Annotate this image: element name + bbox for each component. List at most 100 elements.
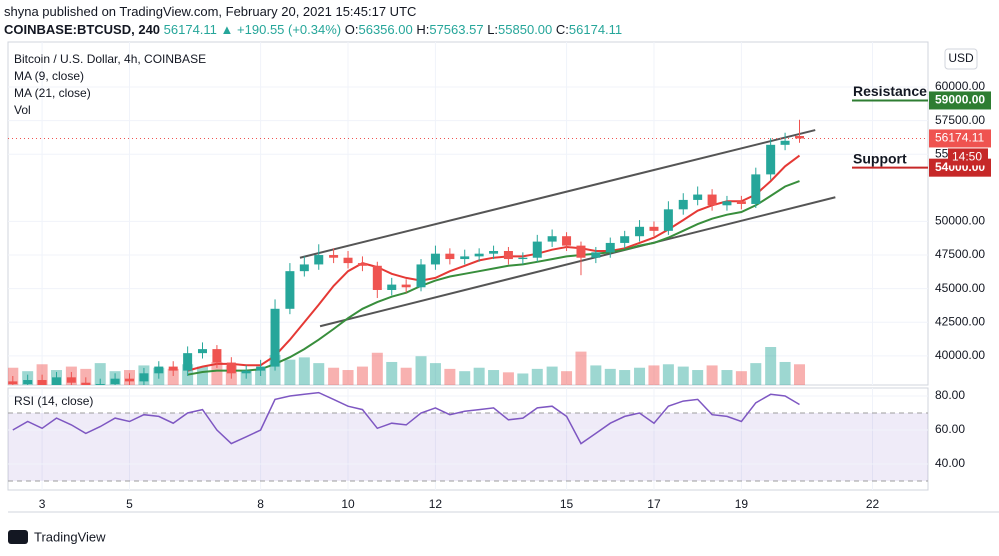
x-tick-label: 17 bbox=[647, 497, 661, 511]
brand: TradingView bbox=[34, 529, 106, 544]
x-tick-label: 3 bbox=[39, 497, 46, 511]
symbol-line: COINBASE:BTCUSD, 240 56174.11 ▲ +190.55 … bbox=[4, 22, 622, 37]
candle-body bbox=[66, 377, 76, 383]
x-tick-label: 12 bbox=[429, 497, 443, 511]
volume-bar bbox=[517, 373, 529, 385]
volume-bar bbox=[590, 365, 602, 385]
candle-body bbox=[649, 226, 659, 231]
candle-body bbox=[37, 380, 47, 385]
candle-body bbox=[343, 257, 353, 264]
volume-bar bbox=[706, 365, 718, 385]
volume-bar bbox=[604, 368, 616, 385]
c-label: C: bbox=[555, 22, 569, 37]
h: 57563.57 bbox=[429, 22, 484, 37]
volume-bar bbox=[502, 372, 514, 385]
candle-body bbox=[52, 377, 62, 385]
last: 56174.11 bbox=[163, 22, 217, 37]
volume-bar bbox=[531, 368, 543, 385]
volume-bar bbox=[677, 366, 689, 385]
l: 55850.00 bbox=[498, 22, 553, 37]
candle-body bbox=[372, 265, 382, 290]
volume-bar bbox=[692, 370, 704, 385]
volume-bar bbox=[735, 371, 747, 385]
currency-box[interactable] bbox=[944, 48, 978, 70]
volume-bar bbox=[313, 363, 325, 385]
candle-body bbox=[314, 255, 324, 265]
rsi-plot bbox=[8, 388, 928, 490]
candle-body bbox=[270, 308, 280, 367]
volume-bar bbox=[750, 363, 762, 385]
candle-body bbox=[678, 199, 688, 210]
candle-body bbox=[780, 140, 790, 145]
candle-body bbox=[474, 253, 484, 257]
candle-body bbox=[445, 253, 455, 260]
volume-bar bbox=[167, 368, 179, 385]
x-tick-label: 19 bbox=[735, 497, 749, 511]
ma-line bbox=[187, 180, 800, 376]
candle-body bbox=[707, 194, 717, 206]
legend-ma21: MA (21, close) bbox=[14, 86, 91, 100]
volume-bar bbox=[400, 367, 412, 385]
x-tick-label: 10 bbox=[341, 497, 355, 511]
y-tick-label: 80.00 bbox=[935, 388, 965, 402]
volume-bar bbox=[488, 370, 500, 385]
candle-body bbox=[635, 226, 645, 237]
l-label: L: bbox=[487, 22, 499, 37]
candle-body bbox=[562, 236, 572, 246]
volume-bar bbox=[80, 368, 92, 385]
volume-bar bbox=[546, 366, 558, 385]
axes: 3 5 8 10 12 15 17 19 22 40000.00 42500.00 45000.00 4… bbox=[39, 79, 991, 511]
price-plot bbox=[8, 42, 928, 385]
candle-body bbox=[95, 384, 105, 385]
countdown-box bbox=[948, 148, 988, 166]
volume-bar bbox=[211, 361, 223, 385]
candle-body bbox=[751, 174, 761, 204]
y-tick-label: 42500.00 bbox=[935, 314, 985, 328]
candle-body bbox=[518, 257, 528, 260]
volume-bar bbox=[619, 370, 631, 385]
volume-bar bbox=[342, 370, 354, 385]
volume-bar bbox=[36, 364, 48, 385]
candle-body bbox=[154, 366, 164, 374]
volume-bar bbox=[662, 364, 674, 385]
o-label: O: bbox=[344, 22, 359, 37]
legend-title: Bitcoin / U.S. Dollar, 4h, COINBASE bbox=[14, 52, 206, 66]
candle-body bbox=[547, 236, 557, 242]
y-tick-label: 47500.00 bbox=[935, 247, 985, 261]
candle-body bbox=[8, 381, 18, 385]
volume-bar bbox=[779, 361, 791, 385]
arrow: ▲ bbox=[220, 22, 234, 37]
volume-bar bbox=[721, 370, 733, 385]
volume-bar bbox=[575, 351, 587, 385]
volume-bar bbox=[298, 357, 310, 385]
volume-bar bbox=[94, 363, 106, 385]
y-tick-label: 40000.00 bbox=[935, 348, 985, 362]
volume-bar bbox=[386, 361, 398, 385]
volume-bar bbox=[459, 371, 471, 385]
candle-body bbox=[197, 349, 207, 354]
candle-body bbox=[693, 194, 703, 200]
legend-ma9: MA (9, close) bbox=[14, 69, 84, 83]
candle-body bbox=[168, 366, 178, 371]
x-tick-label: 5 bbox=[126, 497, 133, 511]
volume-bar bbox=[444, 368, 456, 385]
last-price-box bbox=[929, 129, 991, 148]
candle-body bbox=[722, 201, 732, 206]
x-tick-label: 22 bbox=[866, 497, 880, 511]
volume-bar bbox=[561, 371, 573, 385]
candle-body bbox=[489, 250, 499, 254]
candle-body bbox=[605, 242, 615, 253]
candle-body bbox=[430, 253, 440, 265]
candle-body bbox=[241, 370, 251, 374]
o: 56356.00 bbox=[358, 22, 413, 37]
candle-body bbox=[576, 245, 586, 258]
volume-bar bbox=[794, 364, 806, 385]
candle-body bbox=[256, 366, 266, 371]
candle-body bbox=[357, 263, 367, 266]
y-tick-label: 50000.00 bbox=[935, 214, 985, 228]
c: 56174.11 bbox=[568, 22, 623, 37]
y-tick-label: 57500.00 bbox=[935, 113, 985, 127]
volume-bar bbox=[284, 359, 296, 385]
candle-body bbox=[795, 136, 805, 139]
volume-bar bbox=[765, 347, 777, 385]
